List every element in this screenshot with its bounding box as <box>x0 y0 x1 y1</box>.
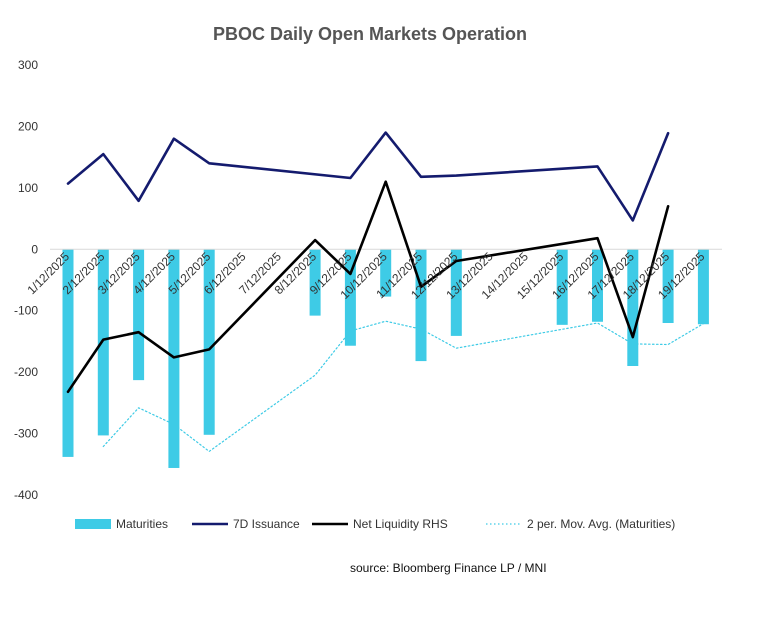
bar-maturities <box>62 249 74 457</box>
bar-maturities <box>450 249 462 336</box>
bar-maturities <box>556 249 568 325</box>
legend-label: 2 per. Mov. Avg. (Maturities) <box>527 517 675 531</box>
y-tick-label: -100 <box>14 304 38 318</box>
y-tick-label: -200 <box>14 365 38 379</box>
legend-label: Maturities <box>116 517 168 531</box>
y-tick-label: -400 <box>14 488 38 502</box>
y-tick-label: 300 <box>18 58 38 72</box>
line-moving-average <box>102 320 705 452</box>
legend-label: 7D Issuance <box>233 517 300 531</box>
line-7d-issuance <box>66 131 670 222</box>
line-net-liquidity <box>66 180 670 394</box>
bar-maturities <box>344 249 356 346</box>
source-note: source: Bloomberg Finance LP / MNI <box>350 561 547 575</box>
bar-maturities <box>97 249 109 436</box>
bar-maturities <box>592 249 603 322</box>
y-tick-label: 100 <box>18 181 38 195</box>
y-axis: 300 200 100 0 -100 -200 -300 -400 <box>14 58 38 502</box>
legend: Maturities 7D Issuance Net Liquidity RHS 2 … <box>75 517 675 531</box>
y-tick-label: -300 <box>14 427 38 441</box>
bar-maturities <box>133 249 145 381</box>
legend-label: Net Liquidity RHS <box>353 517 448 531</box>
y-tick-label: 200 <box>18 119 38 133</box>
bar-maturities <box>380 249 392 297</box>
bar-maturities <box>697 249 709 325</box>
bar-maturities <box>662 249 674 323</box>
lines-layer <box>66 131 705 452</box>
chart-title: PBOC Daily Open Markets Operation <box>213 24 527 44</box>
bar-maturities <box>627 249 639 366</box>
bar-maturities <box>309 249 321 316</box>
legend-swatch-maturities <box>75 519 111 529</box>
bar-maturities <box>415 249 427 362</box>
y-tick-label: 0 <box>31 242 38 256</box>
bar-maturities <box>203 249 215 435</box>
